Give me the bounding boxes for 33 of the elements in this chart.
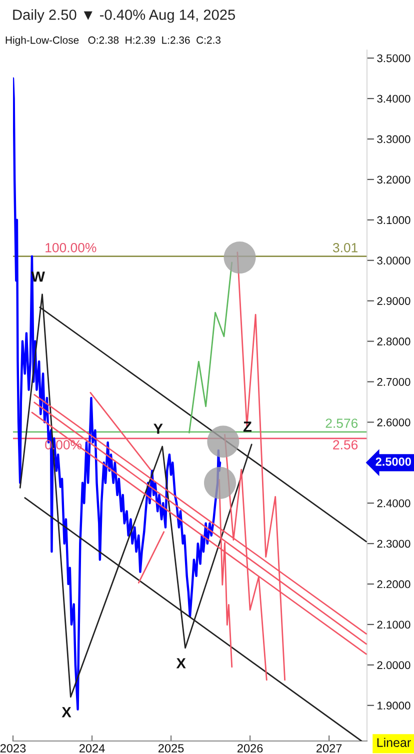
annotation: 100.00% xyxy=(46,242,96,252)
y-tick-label: 3.3000 xyxy=(377,135,410,144)
x-tick-label: 2024 xyxy=(79,744,105,752)
text: Linear xyxy=(377,738,411,748)
y-tick-label: 3.5000 xyxy=(377,54,410,62)
y-tick-label: 2.1000 xyxy=(377,620,410,629)
text: 2.5000 xyxy=(376,457,411,466)
y-tick-label: 3.2000 xyxy=(377,176,410,184)
annotation: X xyxy=(176,658,186,668)
y-tick-label: 2.8000 xyxy=(377,338,410,346)
y-tick-label: 3.4000 xyxy=(377,94,410,103)
x-tick-label: 2023 xyxy=(0,744,26,752)
annotation: X xyxy=(62,707,72,718)
y-tick-label: 2.9000 xyxy=(377,297,410,305)
ref-line-label: 2.56 xyxy=(333,440,358,450)
x-tick-label: 2025 xyxy=(158,744,184,752)
annotation: Z xyxy=(243,422,252,432)
x-tick-label: 2026 xyxy=(238,744,263,752)
y-tick-label: 3.1000 xyxy=(377,216,410,224)
x-tick-label: 2027 xyxy=(316,744,342,752)
ref-line-label: 2.576 xyxy=(326,418,358,428)
y-tick-label: 2.3000 xyxy=(377,540,410,548)
annotation: Y xyxy=(154,424,163,434)
y-tick-label: 2.7000 xyxy=(377,378,410,386)
ref-line-label: 3.01 xyxy=(332,242,358,252)
y-tick-label: 3.0000 xyxy=(377,256,410,265)
y-tick-label: 2.4000 xyxy=(377,499,410,508)
y-tick-label: 2.6000 xyxy=(377,418,410,426)
y-tick-label: 2.2000 xyxy=(377,580,410,588)
chart-title: Daily 2.50 ▼ -0.40% Aug 14, 2025 xyxy=(13,9,235,23)
y-tick-label: 2.0000 xyxy=(377,661,410,670)
chart-subtitle: High-Low-Close O:2.38 H:2.39 L:2.36 C:2.3 xyxy=(6,36,221,46)
y-tick-label: 1.9000 xyxy=(378,702,410,710)
